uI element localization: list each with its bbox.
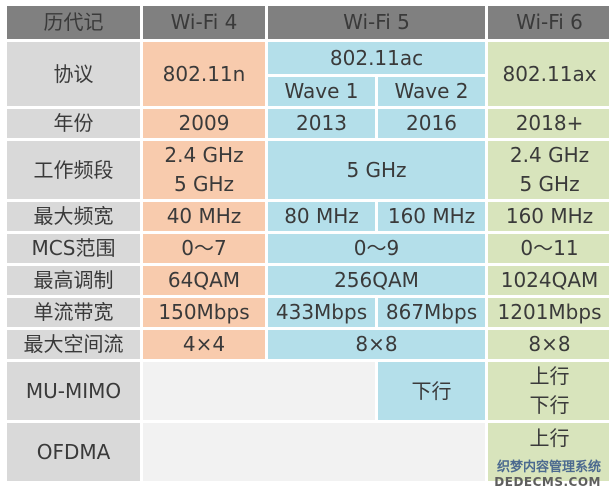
stream-bw-wave2: 867Mbps — [378, 298, 486, 327]
stream-bw-wifi4: 150Mbps — [143, 298, 265, 327]
modulation-wifi6: 1024QAM — [488, 266, 609, 295]
band-wifi6: 2.4 GHz 5 GHz — [488, 141, 609, 199]
watermark-line2: DEDECMS.COM — [494, 475, 601, 489]
modulation-wifi4: 64QAM — [143, 266, 265, 295]
mumimo-wifi6-line1: 上行 — [529, 364, 570, 388]
spatial-label: 最大空间流 — [7, 330, 140, 359]
wave-row: Wave 1 Wave 2 — [7, 77, 609, 106]
stream-bw-row: 单流带宽 150Mbps 433Mbps 867Mbps 1201Mbps — [7, 298, 609, 327]
band-wifi6-line2: 5 GHz — [519, 172, 580, 196]
protocol-label: 协议 — [7, 42, 140, 106]
bandwidth-row: 最大频宽 40 MHz 80 MHz 160 MHz 160 MHz — [7, 202, 609, 231]
modulation-wifi5: 256QAM — [268, 266, 486, 295]
band-wifi4: 2.4 GHz 5 GHz — [143, 141, 265, 199]
band-wifi6-line1: 2.4 GHz — [509, 143, 590, 167]
band-wifi4-line1: 2.4 GHz — [164, 143, 244, 167]
protocol-row: 协议 802.11n 802.11ac 802.11ax — [7, 42, 609, 106]
mcs-row: MCS范围 0～7 0～9 0～11 — [7, 234, 609, 263]
spatial-wifi5: 8×8 — [268, 330, 486, 359]
header-row: 历代记 Wi-Fi 4 Wi-Fi 5 Wi-Fi 6 — [7, 6, 609, 39]
band-wifi5: 5 GHz — [268, 141, 486, 199]
bandwidth-wifi6: 160 MHz — [488, 202, 609, 231]
modulation-label: 最高调制 — [7, 266, 140, 295]
header-label: 历代记 — [7, 6, 140, 39]
header-wifi6: Wi-Fi 6 — [488, 6, 609, 39]
bandwidth-wave2: 160 MHz — [378, 202, 486, 231]
protocol-wifi6: 802.11ax — [488, 42, 609, 106]
stream-bw-label: 单流带宽 — [7, 298, 140, 327]
header-wifi4: Wi-Fi 4 — [143, 6, 265, 39]
bandwidth-wifi4: 40 MHz — [143, 202, 265, 231]
bandwidth-wave1: 80 MHz — [268, 202, 375, 231]
mumimo-wifi6: 上行 下行 — [488, 362, 609, 420]
watermark-line1: 织梦内容管理系统 — [496, 460, 601, 475]
year-wifi4: 2009 — [143, 109, 265, 138]
stream-bw-wave1: 433Mbps — [268, 298, 375, 327]
spatial-wifi6: 8×8 — [488, 330, 609, 359]
mumimo-label: MU-MIMO — [7, 362, 140, 420]
year-wave1: 2013 — [268, 109, 375, 138]
spatial-wifi4: 4×4 — [143, 330, 265, 359]
protocol-wifi4: 802.11n — [143, 42, 265, 106]
band-label: 工作频段 — [7, 141, 140, 199]
year-label: 年份 — [7, 109, 140, 138]
mcs-wifi4: 0～7 — [143, 234, 265, 263]
mcs-wifi6: 0～11 — [488, 234, 609, 263]
band-wifi4-line2: 5 GHz — [173, 172, 235, 196]
watermark: 织梦内容管理系统 DEDECMS.COM — [494, 460, 601, 490]
mcs-wifi5: 0～9 — [268, 234, 486, 263]
mumimo-empty — [143, 362, 375, 420]
mumimo-row: MU-MIMO 下行 上行 下行 — [7, 362, 609, 420]
mumimo-wave2: 下行 — [378, 362, 486, 420]
band-row: 工作频段 2.4 GHz 5 GHz 5 GHz 2.4 GHz 5 GHz — [7, 141, 609, 199]
ofdma-wifi6: 上行 — [488, 423, 609, 481]
ofdma-wifi6-line1: 上行 — [529, 426, 570, 450]
mcs-label: MCS范围 — [7, 234, 140, 263]
spatial-row: 最大空间流 4×4 8×8 8×8 — [7, 330, 609, 359]
bandwidth-label: 最大频宽 — [7, 202, 140, 231]
ofdma-label: OFDMA — [7, 423, 140, 481]
wifi-comparison-table: 历代记 Wi-Fi 4 Wi-Fi 5 Wi-Fi 6 协议 802.11n 8… — [4, 3, 609, 484]
wave2-label: Wave 2 — [378, 77, 486, 106]
ofdma-empty — [143, 423, 486, 481]
modulation-row: 最高调制 64QAM 256QAM 1024QAM — [7, 266, 609, 295]
wave1-label: Wave 1 — [268, 77, 375, 106]
protocol-wifi5: 802.11ac — [268, 42, 486, 74]
year-wave2: 2016 — [378, 109, 486, 138]
header-wifi5: Wi-Fi 5 — [268, 6, 486, 39]
year-wifi6: 2018+ — [488, 109, 609, 138]
ofdma-row: OFDMA 上行 — [7, 423, 609, 481]
mumimo-wifi6-line2: 下行 — [529, 393, 570, 417]
stream-bw-wifi6: 1201Mbps — [488, 298, 609, 327]
year-row: 年份 2009 2013 2016 2018+ — [7, 109, 609, 138]
